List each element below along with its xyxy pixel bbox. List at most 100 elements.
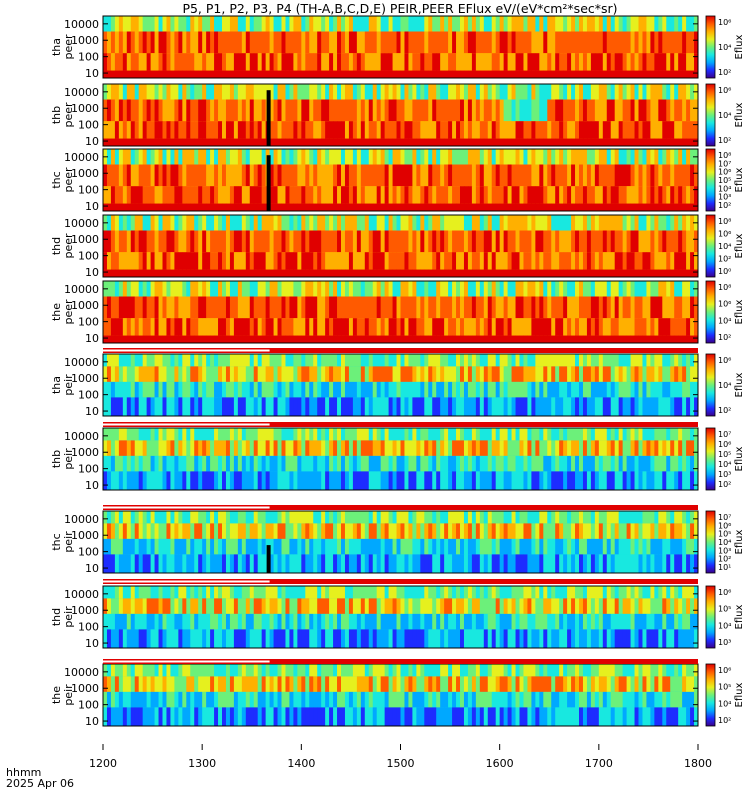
- spectrogram-cell: [591, 16, 595, 32]
- spectrogram-cell: [635, 456, 639, 472]
- spectrogram-cell: [543, 382, 547, 398]
- spectrogram-cell: [170, 165, 174, 187]
- spectrogram-cell: [115, 186, 119, 203]
- spectrogram-cell: [186, 539, 190, 555]
- spectrogram-cell: [535, 336, 539, 343]
- spectrogram-cell: [472, 16, 476, 32]
- spectrogram-cell: [428, 71, 432, 78]
- spectrogram-cell: [444, 149, 448, 165]
- spectrogram-cell: [619, 539, 623, 555]
- spectrogram-cell: [444, 252, 448, 269]
- spectrogram-cell: [301, 204, 305, 211]
- spectrogram-cell: [365, 231, 369, 253]
- spectrogram-cell: [551, 397, 555, 416]
- spectrogram-cell: [246, 100, 250, 122]
- spectrogram-cell: [512, 336, 516, 343]
- spectrogram-cell: [381, 231, 385, 253]
- spectrogram-cell: [345, 53, 349, 70]
- spectrogram-cell: [361, 53, 365, 70]
- spectrogram-cell: [543, 165, 547, 187]
- spectrogram-cell: [107, 297, 111, 319]
- spectrogram-cell: [238, 252, 242, 269]
- spectrogram-cell: [492, 318, 496, 335]
- spectrogram-cell: [611, 456, 615, 472]
- spectrogram-cell: [516, 231, 520, 253]
- spectrogram-cell: [484, 554, 488, 573]
- spectrogram-cell: [424, 297, 428, 319]
- spectrogram-cell: [242, 297, 246, 319]
- spectrogram-cell: [159, 149, 163, 165]
- spectrogram-cell: [500, 354, 504, 366]
- spectrogram-cell: [591, 318, 595, 335]
- spectrogram-cell: [547, 281, 551, 297]
- spectrogram-cell: [103, 100, 107, 122]
- spectrogram-cell: [555, 511, 559, 523]
- spectrogram-cell: [678, 554, 682, 573]
- spectrogram-cell: [627, 523, 631, 539]
- spectrogram-cell: [543, 366, 547, 382]
- spectrogram-cell: [424, 281, 428, 297]
- spectrogram-cell: [182, 318, 186, 335]
- spectrogram-cell: [452, 523, 456, 539]
- spectrogram-cell: [103, 53, 107, 70]
- spectrogram-cell: [492, 231, 496, 253]
- spectrogram-cell: [393, 281, 397, 297]
- spectrogram-cell: [234, 16, 238, 32]
- spectrogram-cell: [571, 100, 575, 122]
- spectrogram-cell: [365, 149, 369, 165]
- spectrogram-cell: [563, 84, 567, 100]
- spectrogram-cell: [583, 366, 587, 382]
- colorbar-tick-label: 10⁶: [718, 230, 731, 239]
- spectrogram-cell: [325, 554, 329, 573]
- spectrogram-cell: [678, 204, 682, 211]
- spectrogram-cell: [408, 554, 412, 573]
- y-tick-label: 1000: [71, 372, 99, 385]
- spectrogram-cell: [357, 354, 361, 366]
- spectrogram-cell: [627, 354, 631, 366]
- spectrogram-cell: [512, 16, 516, 32]
- spectrogram-cell: [523, 297, 527, 319]
- spectrogram-cell: [591, 440, 595, 456]
- spectrogram-cell: [492, 16, 496, 32]
- spectrogram-cell: [674, 297, 678, 319]
- spectrogram-cell: [202, 53, 206, 70]
- spectrogram-cell: [151, 428, 155, 440]
- spectrogram-cell: [428, 297, 432, 319]
- spectrogram-cell: [523, 231, 527, 253]
- spectrogram-cell: [563, 511, 567, 523]
- spectrogram-cell: [512, 186, 516, 203]
- spectrogram-cell: [321, 149, 325, 165]
- spectrogram-cell: [690, 53, 694, 70]
- spectrogram-cell: [615, 121, 619, 138]
- spectrogram-cell: [587, 32, 591, 54]
- spectrogram-cell: [262, 186, 266, 203]
- spectrogram-cell: [139, 71, 143, 78]
- spectrogram-cell: [166, 397, 170, 416]
- spectrogram-cell: [428, 382, 432, 398]
- spectrogram-cell: [686, 84, 690, 100]
- spectrogram-cell: [682, 456, 686, 472]
- spectrogram-cell: [194, 511, 198, 523]
- spectrogram-cell: [297, 281, 301, 297]
- spectrogram-cell: [686, 511, 690, 523]
- spectrogram-cell: [182, 231, 186, 253]
- spectrogram-cell: [603, 186, 607, 203]
- spectrogram-cell: [646, 71, 650, 78]
- spectrogram-cell: [393, 186, 397, 203]
- spectrogram-cell: [361, 440, 365, 456]
- spectrogram-cell: [650, 121, 654, 138]
- spectrogram-cell: [662, 270, 666, 277]
- spectrogram-cell: [690, 428, 694, 440]
- spectrogram-cell: [567, 440, 571, 456]
- spectrogram-cell: [639, 318, 643, 335]
- spectrogram-cell: [531, 32, 535, 54]
- spectrogram-cell: [270, 16, 274, 32]
- spectrogram-cell: [119, 84, 123, 100]
- spectrogram-cell: [246, 382, 250, 398]
- spectrogram-cell: [278, 121, 282, 138]
- spectrogram-cell: [607, 428, 611, 440]
- spectrogram-cell: [635, 149, 639, 165]
- spectrogram-cell: [432, 397, 436, 416]
- spectrogram-cell: [131, 318, 135, 335]
